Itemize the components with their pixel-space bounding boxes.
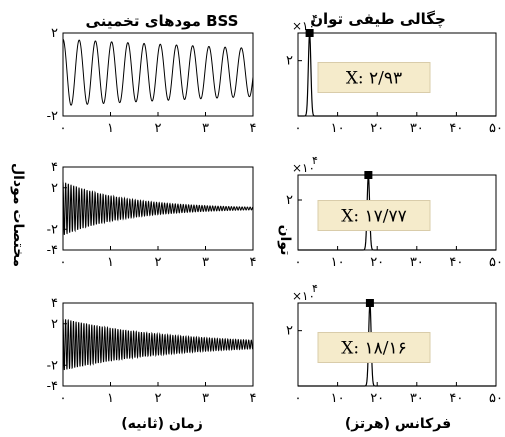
x-tick-label: ۱۰ xyxy=(331,121,345,136)
x-tick-label: ۱۰ xyxy=(331,391,345,406)
x-tick-label: ۵۰ xyxy=(489,121,503,136)
x-tick-label: ۴۰ xyxy=(449,255,463,270)
peak-marker xyxy=(365,299,374,307)
y-tick-label: -۲ xyxy=(47,109,58,124)
x-tick-label: ۲۰ xyxy=(370,391,384,406)
x-tick-label: ۳ xyxy=(202,121,209,136)
axis-exponent: ۴ xyxy=(312,12,318,25)
x-tick-label: ۳ xyxy=(202,391,209,406)
axis-multiplier: ×۱۰ xyxy=(292,161,315,175)
x-tick-label: ۱ xyxy=(107,121,114,136)
y-tick-label: ۴ xyxy=(51,160,58,175)
x-tick-label: ۵۰ xyxy=(489,391,503,406)
x-tick-label: ۲ xyxy=(155,255,162,270)
y-tick-label: -۲ xyxy=(47,222,58,237)
x-tick-label: ۲ xyxy=(155,391,162,406)
x-tick-label: ۱ xyxy=(107,255,114,270)
time-mode-1: ۰ ۱ ۲ ۳ ۴ -۲ ۲ xyxy=(47,26,257,136)
axis-exponent: ۴ xyxy=(312,154,318,167)
peak-marker xyxy=(364,171,373,179)
axis-exponent: ۴ xyxy=(312,282,318,295)
x-tick-label: ۴۰ xyxy=(449,121,463,136)
x-tick-label: ۴ xyxy=(250,391,257,406)
x-tick-label: ۴ xyxy=(250,255,257,270)
left-ylabel: مختصات مودال xyxy=(10,163,26,267)
x-tick-label: ۰ xyxy=(60,121,67,136)
time-mode-2: ۰ ۱ ۲ ۳ ۴ ۴ ۲ -۲ -۴ xyxy=(47,160,257,270)
y-tick-label: -۴ xyxy=(47,379,58,394)
x-tick-label: ۱۰ xyxy=(331,255,345,270)
x-tick-label: ۳ xyxy=(202,255,209,270)
y-tick-label: ۲ xyxy=(51,26,58,41)
x-tick-label: ۲۰ xyxy=(370,121,384,136)
y-tick-label: ۲ xyxy=(51,181,58,196)
x-tick-label: ۱ xyxy=(107,391,114,406)
axis-multiplier: ×۱۰ xyxy=(292,289,315,303)
x-tick-label: ۳۰ xyxy=(410,255,424,270)
right-ylabel: توان xyxy=(277,225,293,256)
x-tick-label: ۴۰ xyxy=(449,391,463,406)
x-tick-label: ۵۰ xyxy=(489,255,503,270)
x-tick-label: ۲۰ xyxy=(370,255,384,270)
x-tick-label: ۳۰ xyxy=(410,121,424,136)
datatip-box xyxy=(317,332,431,363)
psd-mode-2: ۰ ۱۰ ۲۰ ۳۰ ۴۰ ۵۰ ۲ ×۱۰۴ X: ۱۷/۷۷ xyxy=(286,154,503,270)
axes-frame xyxy=(297,32,497,117)
left-title: مودهای تخمینی BSS xyxy=(86,12,239,30)
peak-marker xyxy=(305,29,314,37)
x-tick-label: ۰ xyxy=(60,391,67,406)
psd-mode-3: ۰ ۱۰ ۲۰ ۳۰ ۴۰ ۵۰ ۲ ×۱۰۴ X: ۱۸/۱۶ xyxy=(286,282,503,406)
y-tick-label: ۴ xyxy=(51,296,58,311)
x-tick-label: ۰ xyxy=(295,391,302,406)
series-line xyxy=(62,181,254,235)
right-xlabel: فرکانس (هرتز) xyxy=(345,416,451,432)
datatip-label: X: ۲/۹۳ xyxy=(346,69,402,89)
y-tick-label: ۲ xyxy=(286,193,293,208)
datatip-label: X: ۱۷/۷۷ xyxy=(341,207,407,227)
series-line xyxy=(62,318,254,371)
x-tick-label: ۰ xyxy=(295,121,302,136)
datatip-box xyxy=(317,200,431,231)
axes-frame xyxy=(297,174,497,251)
x-tick-label: ۲ xyxy=(155,121,162,136)
x-tick-label: ۰ xyxy=(295,255,302,270)
y-tick-label: -۲ xyxy=(47,358,58,373)
series-line xyxy=(62,38,254,106)
y-tick-label: -۴ xyxy=(47,243,58,258)
datatip-box xyxy=(317,62,431,93)
time-mode-3: ۰ ۱ ۲ ۳ ۴ ۴ ۲ -۲ -۴ xyxy=(47,296,257,406)
left-xlabel: زمان (ثانیه) xyxy=(121,416,203,432)
y-tick-label: ۲ xyxy=(51,317,58,332)
x-tick-label: ۰ xyxy=(60,255,67,270)
x-tick-label: ۳۰ xyxy=(410,391,424,406)
x-tick-label: ۴ xyxy=(250,121,257,136)
right-title: چگالی طیفی توان xyxy=(310,10,446,29)
axes-frame xyxy=(297,302,497,387)
datatip-label: X: ۱۸/۱۶ xyxy=(341,339,407,359)
y-tick-label: ۲ xyxy=(286,54,293,69)
y-tick-label: ۲ xyxy=(286,324,293,339)
